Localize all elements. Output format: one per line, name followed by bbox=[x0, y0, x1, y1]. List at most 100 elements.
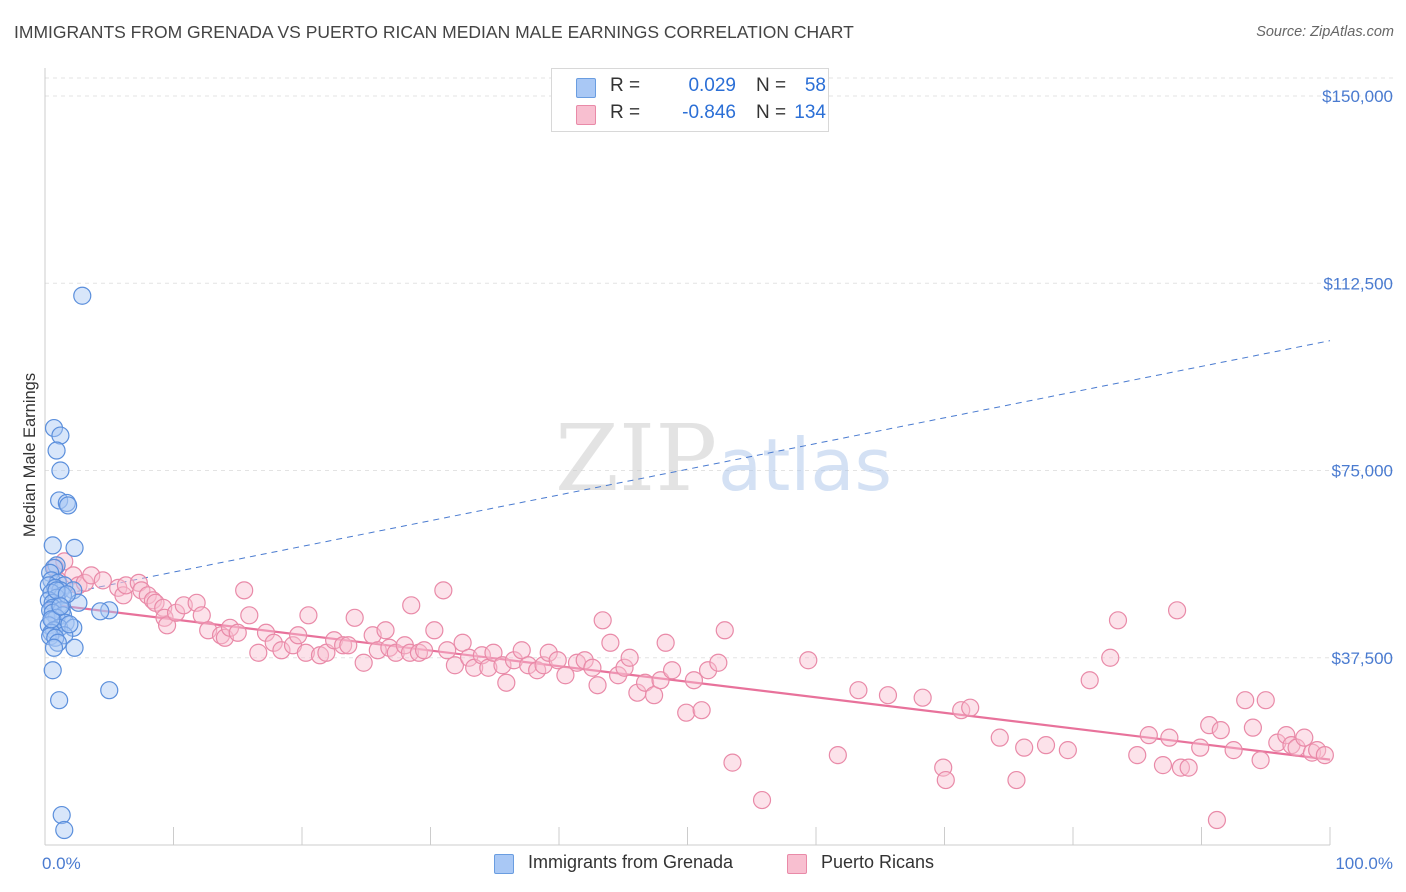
data-point-puerto-ricans bbox=[1256, 691, 1275, 710]
data-point-puerto-ricans bbox=[878, 686, 898, 705]
data-point-puerto-ricans bbox=[240, 606, 259, 625]
data-point-puerto-ricans bbox=[192, 606, 211, 625]
data-point-puerto-ricans bbox=[620, 648, 639, 667]
data-point-puerto-ricans bbox=[684, 671, 704, 690]
data-point-puerto-ricans bbox=[425, 621, 444, 640]
trend-lines bbox=[44, 340, 1331, 761]
data-point-grenada bbox=[100, 681, 119, 700]
y-tick-label: $150,000 bbox=[1322, 87, 1393, 106]
data-point-puerto-ricans bbox=[723, 753, 742, 772]
data-point-puerto-ricans bbox=[289, 626, 308, 645]
data-point-puerto-ricans bbox=[414, 641, 434, 660]
data-point-puerto-ricans bbox=[635, 673, 655, 692]
legend-r-label: R = bbox=[610, 102, 641, 123]
legend-r-value: 0.029 bbox=[688, 75, 736, 96]
y-tick-label: $75,000 bbox=[1332, 462, 1393, 481]
watermark-zip: ZIP bbox=[555, 405, 717, 512]
data-point-puerto-ricans bbox=[990, 728, 1009, 747]
data-point-puerto-ricans bbox=[698, 661, 718, 680]
data-point-puerto-ricans bbox=[1080, 671, 1099, 690]
data-point-puerto-ricans bbox=[1236, 691, 1255, 710]
data-point-puerto-ricans bbox=[799, 651, 818, 670]
data-point-puerto-ricans bbox=[1171, 758, 1191, 777]
legend-n-label: N = bbox=[756, 102, 787, 123]
data-point-puerto-ricans bbox=[575, 651, 594, 670]
data-point-grenada bbox=[55, 820, 74, 840]
data-point-puerto-ricans bbox=[272, 641, 291, 660]
data-point-puerto-ricans bbox=[662, 661, 682, 680]
data-point-puerto-ricans bbox=[484, 643, 503, 662]
data-point-puerto-ricans bbox=[1315, 746, 1334, 765]
data-point-puerto-ricans bbox=[1167, 601, 1187, 620]
data-point-puerto-ricans bbox=[651, 671, 670, 690]
legend-n-value: 58 bbox=[804, 75, 826, 96]
data-point-puerto-ricans bbox=[1101, 648, 1120, 667]
legend-n-value: 134 bbox=[794, 102, 826, 123]
data-point-puerto-ricans bbox=[434, 581, 453, 600]
legend-label-grenada: Immigrants from Grenada bbox=[528, 852, 734, 872]
data-point-puerto-ricans bbox=[519, 656, 538, 675]
data-point-puerto-ricans bbox=[692, 701, 711, 720]
data-point-puerto-ricans bbox=[1295, 728, 1314, 747]
data-point-puerto-ricans bbox=[548, 651, 567, 670]
data-point-puerto-ricans bbox=[497, 673, 516, 692]
data-point-puerto-ricans bbox=[715, 621, 734, 640]
data-point-puerto-ricans bbox=[504, 651, 524, 670]
data-point-puerto-ricans bbox=[256, 623, 276, 642]
data-point-puerto-ricans bbox=[1211, 721, 1230, 740]
y-tick-labels: $37,500 $75,000 $112,500 $150,000 bbox=[1322, 87, 1393, 668]
data-point-puerto-ricans bbox=[228, 623, 247, 642]
data-point-puerto-ricans bbox=[936, 770, 955, 790]
data-point-puerto-ricans bbox=[1224, 741, 1243, 760]
data-point-puerto-ricans bbox=[376, 621, 395, 640]
data-point-puerto-ricans bbox=[677, 703, 696, 722]
data-point-grenada bbox=[52, 805, 71, 825]
data-points bbox=[39, 286, 1334, 840]
data-point-puerto-ricans bbox=[1139, 726, 1158, 745]
data-point-puerto-ricans bbox=[438, 641, 457, 660]
data-point-puerto-ricans bbox=[1007, 770, 1026, 790]
data-point-puerto-ricans bbox=[296, 643, 315, 662]
data-point-grenada bbox=[42, 610, 61, 629]
data-point-puerto-ricans bbox=[1128, 746, 1147, 765]
x-tick-labels: 0.0% 100.0% bbox=[42, 854, 1393, 873]
data-point-puerto-ricans bbox=[961, 698, 980, 717]
data-point-puerto-ricans bbox=[453, 633, 472, 652]
data-point-grenada bbox=[60, 615, 79, 634]
data-point-puerto-ricans bbox=[849, 681, 868, 700]
data-point-puerto-ricans bbox=[1191, 738, 1210, 757]
trend-line-grenada bbox=[44, 340, 1331, 599]
data-point-puerto-ricans bbox=[445, 656, 465, 675]
data-point-puerto-ricans bbox=[512, 641, 531, 660]
data-point-puerto-ricans bbox=[709, 653, 728, 672]
data-point-grenada bbox=[43, 536, 62, 555]
data-point-puerto-ricans bbox=[593, 611, 612, 630]
chart-title: IMMIGRANTS FROM GRENADA VS PUERTO RICAN … bbox=[14, 22, 854, 42]
data-point-grenada bbox=[44, 418, 64, 438]
data-point-puerto-ricans bbox=[157, 616, 177, 635]
data-point-puerto-ricans bbox=[1058, 741, 1077, 760]
watermark-atlas: atlas bbox=[718, 423, 892, 507]
data-point-puerto-ricans bbox=[1251, 751, 1270, 770]
watermark: ZIP atlas bbox=[555, 405, 892, 512]
data-point-grenada bbox=[59, 496, 78, 515]
data-point-puerto-ricans bbox=[1015, 738, 1034, 757]
data-point-puerto-ricans bbox=[752, 790, 772, 810]
data-point-puerto-ricans bbox=[1153, 756, 1173, 775]
data-point-puerto-ricans bbox=[556, 666, 575, 685]
x-tick-label: 0.0% bbox=[42, 854, 81, 873]
data-point-puerto-ricans bbox=[1160, 728, 1179, 747]
data-point-puerto-ricans bbox=[601, 633, 620, 652]
data-point-grenada bbox=[91, 602, 110, 621]
data-point-grenada bbox=[51, 597, 70, 616]
legend-r-label: R = bbox=[610, 75, 641, 96]
legend-swatch-grenada bbox=[576, 78, 596, 98]
data-point-puerto-ricans bbox=[656, 633, 675, 652]
legend-swatch-puerto-ricans bbox=[787, 854, 807, 874]
data-point-puerto-ricans bbox=[583, 658, 602, 677]
data-point-puerto-ricans bbox=[644, 686, 664, 705]
data-point-puerto-ricans bbox=[1036, 736, 1056, 755]
data-point-grenada bbox=[65, 538, 84, 557]
data-point-puerto-ricans bbox=[264, 633, 283, 652]
data-point-puerto-ricans bbox=[93, 571, 112, 590]
